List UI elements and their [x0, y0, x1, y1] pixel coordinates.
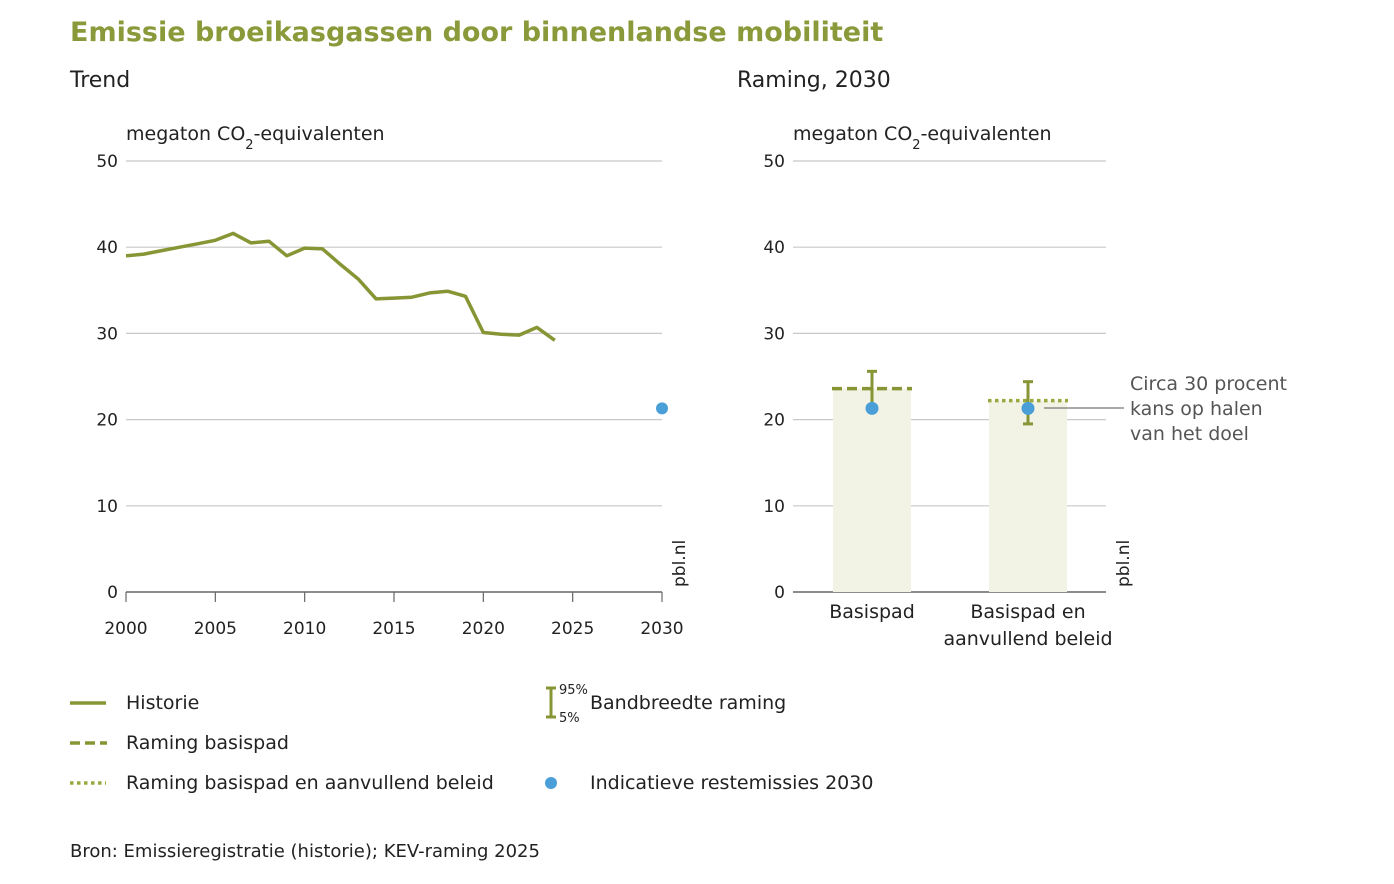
annotation-line-3: van het doel	[1130, 423, 1249, 445]
trend-x-tick-label: 2030	[640, 619, 683, 639]
chart-title: Emissie broeikasgassen door binnenlandse…	[70, 17, 883, 48]
trend-x-tick-label: 2010	[283, 619, 326, 639]
legend-dot-swatch	[545, 777, 557, 789]
raming-y-tick-label: 50	[763, 152, 785, 172]
trend-y-tick-label: 10	[96, 497, 118, 517]
historie-line	[125, 231, 556, 342]
trend-x-tick-label: 2025	[551, 619, 594, 639]
legend-historie-label: Historie	[126, 692, 199, 714]
legend-dot-label: Indicatieve restemissies 2030	[590, 772, 873, 794]
raming-subtitle: Raming, 2030	[737, 68, 891, 93]
trend-x-tick-label: 2020	[462, 619, 505, 639]
raming-y-tick-label: 10	[763, 497, 785, 517]
legend-aanvullend-label: Raming basispad en aanvullend beleid	[126, 772, 494, 794]
restemissies-point	[865, 401, 879, 415]
trend-y-unit: megaton CO2-equivalenten	[126, 123, 385, 153]
raming-y-tick-label: 30	[763, 324, 785, 344]
raming-bar	[989, 400, 1067, 592]
raming-y-tick-label: 20	[763, 411, 785, 431]
trend-grid	[126, 160, 662, 593]
raming-y-ticks: 0 10 20 30 40 50	[763, 152, 785, 603]
cat-basispad-label: Basispad	[829, 601, 915, 623]
legend-basispad-label: Raming basispad	[126, 732, 289, 754]
trend-subtitle: Trend	[69, 68, 130, 93]
legend-band-label: Bandbreedte raming	[590, 692, 786, 714]
legend-band-icon	[546, 686, 556, 719]
annotation-line-2: kans op halen	[1130, 398, 1263, 420]
trend-y-tick-label: 0	[107, 583, 118, 603]
legend-band-5: 5%	[559, 711, 580, 726]
cat-aanvullend-label-2: aanvullend beleid	[943, 628, 1112, 650]
annotation-line-1: Circa 30 procent	[1130, 373, 1287, 395]
trend-y-tick-label: 40	[96, 238, 118, 258]
trend-x-tick-label: 2015	[372, 619, 415, 639]
raming-y-unit: megaton CO2-equivalenten	[793, 123, 1052, 153]
trend-x-tick-label: 2000	[104, 619, 147, 639]
trend-x-tick-label: 2005	[194, 619, 237, 639]
cat-aanvullend-label-1: Basispad en	[970, 601, 1085, 623]
restemissies-2030-point	[656, 402, 668, 415]
legend: Historie Raming basispad Raming basispad…	[70, 683, 873, 794]
raming-bar	[833, 388, 911, 592]
restemissies-point	[1021, 401, 1035, 415]
trend-y-tick-label: 20	[96, 411, 118, 431]
raming-watermark: pbl.nl	[1114, 540, 1134, 587]
source-note: Bron: Emissieregistratie (historie); KEV…	[70, 841, 540, 862]
trend-y-tick-label: 30	[96, 324, 118, 344]
trend-watermark: pbl.nl	[670, 540, 690, 587]
raming-y-tick-label: 40	[763, 238, 785, 258]
trend-x-ticks: 2000 2005 2010 2015 2020 2025 2030	[104, 592, 684, 639]
raming-y-tick-label: 0	[774, 583, 785, 603]
trend-y-tick-label: 50	[96, 152, 118, 172]
raming-bars	[832, 369, 1068, 592]
trend-y-ticks: 0 10 20 30 40 50	[96, 152, 118, 603]
legend-band-95: 95%	[559, 683, 588, 698]
